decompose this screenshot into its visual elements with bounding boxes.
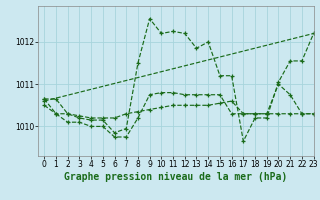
X-axis label: Graphe pression niveau de la mer (hPa): Graphe pression niveau de la mer (hPa) bbox=[64, 172, 288, 182]
